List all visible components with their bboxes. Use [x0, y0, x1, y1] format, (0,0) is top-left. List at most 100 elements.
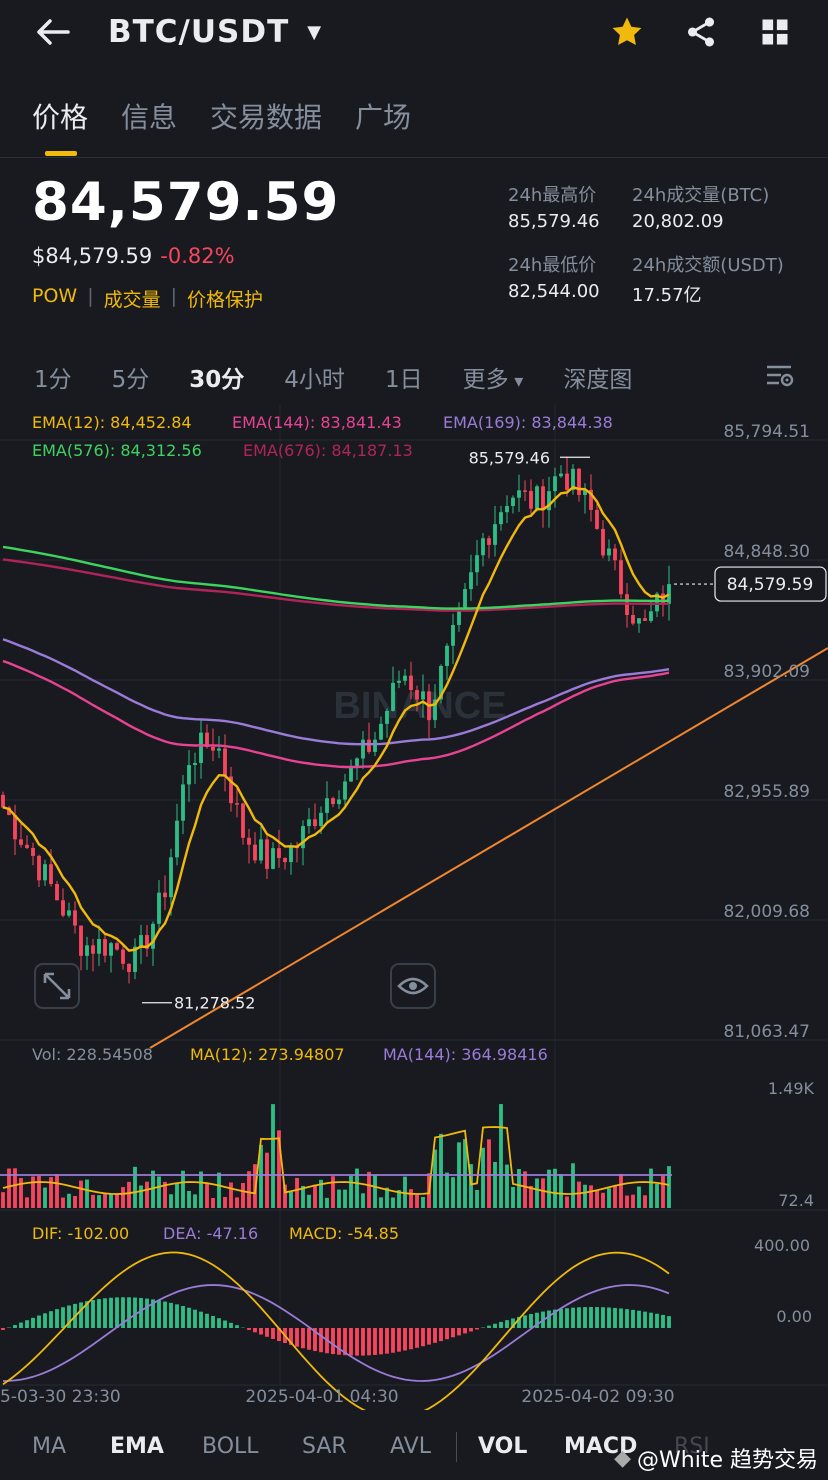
ema-676-line — [2, 558, 670, 612]
tab-square[interactable]: 广场 — [355, 101, 412, 134]
price-change: -0.82% — [160, 244, 235, 268]
candle-body — [97, 939, 101, 954]
macd-histogram-bar — [61, 1307, 65, 1328]
ind-ema[interactable]: EMA — [110, 1434, 164, 1459]
ind-sar[interactable]: SAR — [302, 1434, 347, 1459]
candle-body — [7, 807, 11, 815]
volume-panel: Vol: 228.54508 MA(12): 273.94807 MA(144): … — [0, 1045, 815, 1210]
candle-body — [283, 858, 287, 863]
candle-body — [85, 945, 89, 956]
tf-4h[interactable]: 4小时 — [284, 367, 345, 393]
ind-ma[interactable]: MA — [32, 1434, 67, 1459]
macd-histogram-bar — [589, 1306, 593, 1328]
macd-histogram-bar — [469, 1328, 473, 1332]
high-value: 85,579.46 — [508, 211, 600, 232]
candle-body — [235, 803, 239, 805]
grid-icon[interactable] — [752, 10, 798, 54]
low-value: 82,544.00 — [508, 281, 600, 302]
tf-5m[interactable]: 5分 — [111, 367, 150, 393]
macd-histogram-bar — [553, 1309, 557, 1328]
candle-body — [373, 739, 377, 752]
candles — [1, 456, 671, 984]
creator-watermark: ◆ @White 趋势交易 — [614, 1442, 818, 1474]
candle-body — [127, 963, 131, 972]
macd-histogram-bar — [229, 1322, 233, 1328]
star-icon[interactable] — [604, 10, 650, 54]
tf-1d[interactable]: 1日 — [384, 367, 423, 393]
candle-body — [181, 784, 185, 821]
pair-selector[interactable]: BTC/USDT ▼ — [108, 10, 322, 54]
candle-body — [433, 699, 437, 721]
y-tick-label: 84,848.30 — [723, 542, 810, 562]
macd-histogram-bar — [559, 1308, 563, 1328]
chart-settings-icon[interactable] — [760, 358, 800, 394]
tag-price-protection[interactable]: 价格保护 — [187, 289, 264, 311]
volume-bar — [271, 1104, 275, 1208]
macd-histogram-bar — [451, 1328, 455, 1338]
macd-histogram-bar — [91, 1300, 95, 1328]
volume-bar — [217, 1172, 221, 1208]
candle-body — [667, 584, 671, 604]
volume-bar — [475, 1189, 479, 1208]
tag-separator: | — [87, 285, 94, 307]
volume-ma12-line — [2, 1126, 670, 1195]
macd-y-tick: 400.00 — [754, 1236, 810, 1255]
share-icon[interactable] — [678, 10, 724, 54]
tf-30m[interactable]: 30分 — [189, 367, 245, 393]
ema-lines — [2, 485, 670, 952]
back-arrow-icon[interactable] — [28, 10, 78, 54]
candle-body — [79, 925, 83, 956]
macd-histogram-bar — [79, 1302, 83, 1328]
volume-bar — [571, 1163, 575, 1208]
candle-body — [331, 798, 335, 805]
macd-legend-item: DEA: -47.16 — [163, 1224, 258, 1243]
macd-histogram-bar — [193, 1309, 197, 1328]
tag-pow[interactable]: POW — [32, 285, 78, 307]
volume-bar — [319, 1179, 323, 1208]
macd-histogram-bar — [571, 1307, 575, 1328]
ema-legend-item: EMA(169): 83,844.38 — [443, 413, 613, 432]
macd-histogram-bar — [145, 1298, 149, 1328]
candle-body — [619, 560, 623, 595]
macd-histogram-bar — [265, 1328, 269, 1337]
volume-bar — [247, 1171, 251, 1208]
tab-price[interactable]: 价格 — [32, 101, 89, 134]
volume-bar — [49, 1177, 53, 1208]
ind-boll[interactable]: BOLL — [202, 1434, 259, 1459]
candle-body — [37, 855, 41, 881]
dropdown-caret-icon: ▼ — [307, 21, 323, 43]
tf-depth[interactable]: 深度图 — [563, 367, 633, 393]
candle-body — [463, 589, 467, 608]
price-axis: 85,794.51 84,848.30 83,902.09 82,955.89 82,0… — [723, 422, 810, 1042]
tag-volume[interactable]: 成交量 — [103, 289, 161, 311]
tf-1m[interactable]: 1分 — [34, 367, 72, 393]
macd-histogram-bar — [433, 1328, 437, 1343]
volume-bar — [631, 1194, 635, 1208]
y-tick-label: 83,902.09 — [723, 662, 810, 682]
volume-bar — [349, 1175, 353, 1208]
candle-body — [403, 675, 407, 681]
macd-histogram-bar — [181, 1305, 185, 1328]
price-chart[interactable]: BINANCE 85,579.46 81,278.52 EMA(12): 84,4… — [0, 404, 828, 1410]
ind-rsi[interactable]: RSI — [674, 1434, 710, 1459]
candle-body — [385, 710, 389, 724]
price-markers: 85,579.46 81,278.52 — [142, 448, 590, 1013]
candle-body — [199, 732, 203, 763]
tf-more[interactable]: 更多 — [463, 360, 524, 394]
volume-bar — [43, 1187, 47, 1208]
tab-trading-data[interactable]: 交易数据 — [210, 101, 323, 134]
candle-body — [163, 892, 167, 898]
tab-info[interactable]: 信息 — [121, 101, 178, 134]
ind-macd[interactable]: MACD — [564, 1434, 638, 1459]
volume-bar — [175, 1183, 179, 1208]
macd-y-tick: 0.00 — [776, 1307, 812, 1326]
ema-legend-item: EMA(144): 83,841.43 — [232, 413, 402, 432]
candle-body — [439, 665, 443, 700]
macd-histogram-bar — [421, 1328, 425, 1347]
volume-bar — [19, 1178, 23, 1208]
macd-histogram-bar — [331, 1328, 335, 1355]
eye-icon[interactable] — [390, 963, 436, 1009]
ind-vol[interactable]: VOL — [478, 1434, 528, 1459]
expand-icon[interactable] — [34, 963, 80, 1009]
ind-avl[interactable]: AVL — [390, 1434, 431, 1459]
